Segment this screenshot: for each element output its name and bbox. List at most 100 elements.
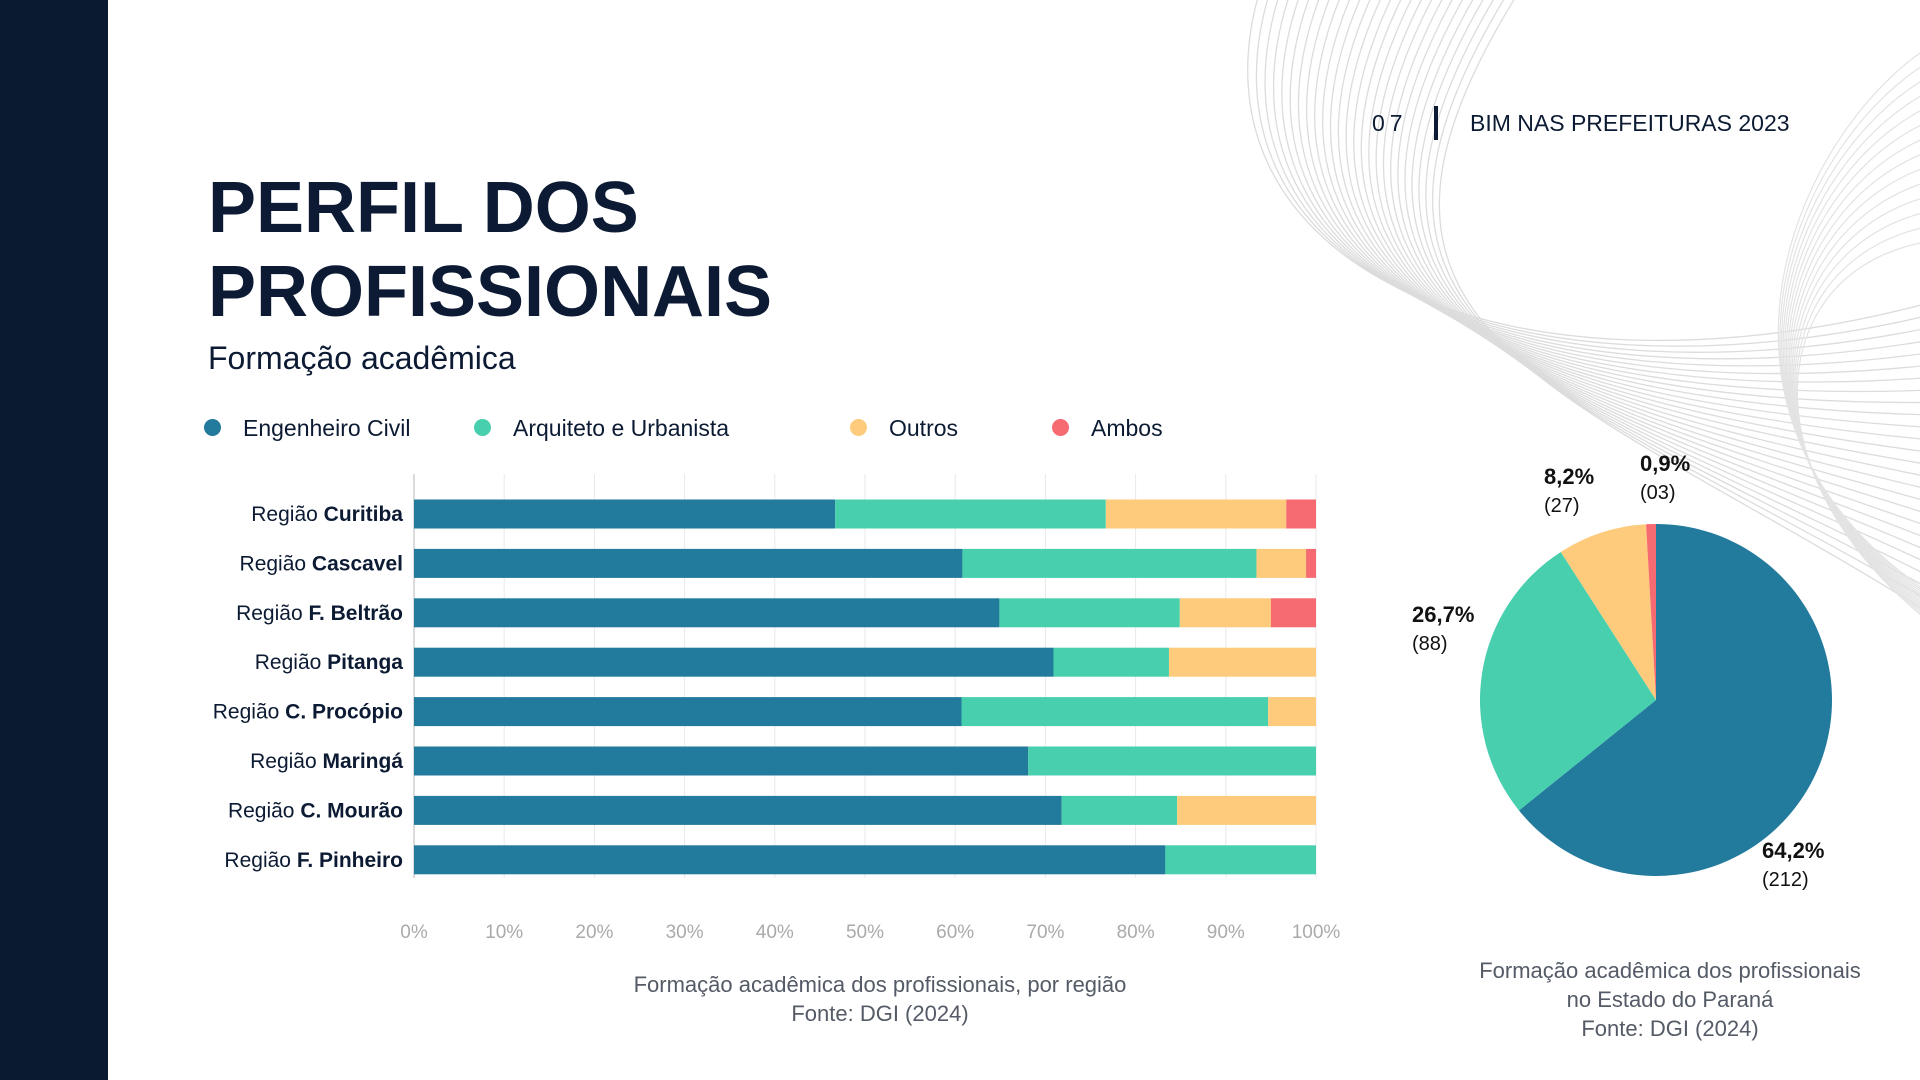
bar-segment [835,499,1106,529]
bar-segment [1306,548,1316,578]
bar-segment [1053,647,1169,677]
category-label: Região Curitiba [251,503,403,526]
x-tick-label: 90% [1207,922,1245,943]
wave-line [1782,95,1920,594]
pie-count-label: (88) [1412,633,1448,655]
legend-item-arquiteto: Arquiteto e Urbanista [474,413,729,443]
wave-line [1795,227,1920,613]
sidebar-band [0,0,108,1080]
bar-segment [414,647,1054,677]
legend-label: Arquiteto e Urbanista [513,415,730,441]
x-tick-label: 80% [1117,922,1155,943]
wave-line [1404,0,1920,549]
wave-line [1438,0,1920,609]
category-label: Região C. Mourão [228,799,403,822]
legend-label: Ambos [1091,415,1163,441]
category-label: Região Pitanga [255,651,404,674]
wave-line [1787,139,1920,600]
bar-segment [999,598,1180,628]
regional-bar-chart: 0% 10% 20% 30% 40% 50% 60% 70% 80% 90% 100% Região … [213,474,1341,943]
pie-caption-source: Fonte: DGI (2024) [1581,1016,1759,1041]
pie-percent-label: 64,2% [1762,838,1824,863]
header-divider [1434,106,1438,140]
legend-dot-icon [204,419,221,437]
bar-segment [414,697,962,727]
pie-caption-line: Formação acadêmica dos profissionais [1479,958,1861,983]
bar-segment [414,499,836,529]
wave-line [1337,0,1920,440]
x-tick-label: 100% [1292,922,1341,943]
wave-line [1785,125,1920,598]
bar-segment [1061,795,1178,825]
x-tick-label: 50% [846,922,884,943]
category-label: Região F. Pinheiro [224,849,403,872]
bar-segment [414,746,1029,776]
bar-segment [961,697,1269,727]
legend-dot-icon [474,419,491,437]
page-title: PERFIL DOS PROFISSIONAIS [208,166,1108,334]
bar-caption-line: Formação acadêmica dos profissionais, po… [633,972,1127,997]
pie-chart-caption: Formação acadêmica dos profissionais no … [1420,956,1920,1043]
pie-percent-label: 0,9% [1640,451,1690,476]
wave-line [1314,0,1920,404]
page-subtitle: Formação acadêmica [208,340,516,376]
wave-line [1777,52,1920,587]
bar-chart-caption: Formação acadêmica dos profissionais, po… [560,970,1200,1028]
bar-segment [414,598,1000,628]
pie-count-label: (03) [1640,482,1676,504]
wave-line [1397,0,1920,537]
bar-segment [1105,499,1287,529]
bar-segment [414,845,1166,875]
x-tick-label: 60% [936,922,974,943]
category-label: Região Maringá [250,750,403,773]
bar-segment [1286,499,1316,529]
wave-line [1360,0,1920,476]
x-tick-label: 0% [400,922,428,943]
bar-segment [1268,697,1316,727]
wave-line [1411,0,1920,561]
bar-segment [1028,746,1316,776]
wave-line [1792,198,1920,609]
wave-lines-decoration [1247,0,1920,615]
wave-line [1779,66,1920,590]
pie-percent-label: 26,7% [1412,602,1474,627]
x-tick-label: 20% [575,922,613,943]
category-label: Região F. Beltrão [236,602,403,625]
legend-item-engenheiro: Engenheiro Civil [204,413,410,443]
x-tick-label: 30% [666,922,704,943]
category-label: Região C. Procópio [213,701,403,724]
wave-line [1788,154,1920,603]
page-title-line1: PERFIL DOS [208,168,639,248]
legend-dot-icon [1052,419,1069,437]
bar-segment [1179,598,1271,628]
legend-item-ambos: Ambos [1052,413,1163,443]
legend-item-outros: Outros [850,413,958,443]
page-title-line2: PROFISSIONAIS [208,252,773,332]
bar-segment [1270,598,1316,628]
bar-segment [414,795,1062,825]
pie-slice [1646,524,1656,700]
wave-line [1432,0,1920,597]
bar-caption-source: Fonte: DGI (2024) [791,1001,969,1026]
wave-line [1345,0,1920,452]
pie-caption-line: no Estado do Paraná [1566,987,1774,1012]
bar-segment [1177,795,1316,825]
x-tick-label: 40% [756,922,794,943]
wave-line [1784,110,1920,596]
bar-segment [1165,845,1316,875]
pie-percent-label: 8,2% [1544,464,1594,489]
page-number: 07 [1372,110,1408,136]
pie-count-label: (27) [1544,495,1580,517]
pie-count-label: (212) [1762,869,1809,891]
x-tick-label: 10% [485,922,523,943]
x-tick-label: 70% [1026,922,1064,943]
bar-segment [1256,548,1307,578]
wave-line [1418,0,1920,573]
pie-slice [1518,524,1832,876]
wave-line [1790,168,1920,605]
publication-title: BIM NAS PREFEITURAS 2023 [1470,110,1790,136]
wave-line [1791,183,1920,607]
wave-line [1794,213,1920,611]
pie-slice [1560,524,1656,700]
legend-label: Outros [889,415,959,441]
